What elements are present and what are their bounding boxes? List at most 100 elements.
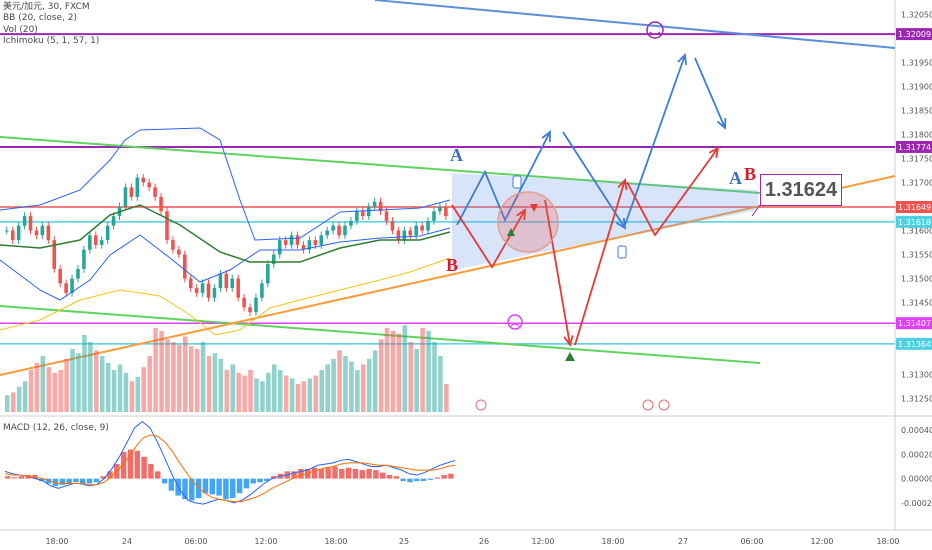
candle-body — [277, 240, 282, 255]
candle-body — [105, 225, 110, 241]
macd-histogram-bar — [45, 478, 52, 484]
time-tick-label: 25 — [399, 537, 409, 546]
volume-bar — [432, 342, 437, 412]
price-tick-label: 1.31800 — [901, 130, 932, 139]
candle-body — [188, 278, 193, 289]
macd-histogram-bar — [32, 474, 38, 479]
macd-histogram-bar — [18, 476, 25, 479]
candle-body — [396, 230, 401, 241]
candle-body — [254, 297, 258, 313]
ichimoku-lagging-line — [0, 257, 451, 336]
volume-bar — [105, 363, 111, 412]
macd-tick-label: 0.00040 — [901, 426, 932, 435]
candle-body — [349, 220, 353, 226]
time-tick-label: 18:00 — [45, 537, 68, 546]
volume-bar — [260, 381, 265, 412]
volume-bar — [58, 370, 63, 412]
candle-body — [58, 268, 62, 284]
time-tick-label: 06:00 — [184, 537, 207, 546]
candle-body — [200, 283, 205, 293]
candle-body — [64, 283, 68, 293]
red-arrow-4-head — [708, 146, 720, 159]
volume-bar — [135, 377, 141, 412]
candle-body — [408, 230, 413, 236]
candle-body — [82, 249, 86, 269]
candle-body — [295, 235, 300, 245]
level-label-box — [896, 140, 932, 153]
volume-bar — [10, 392, 16, 412]
macd-histogram-bar — [339, 468, 345, 479]
candle-body — [111, 216, 116, 226]
hand-pointer-icon — [617, 245, 627, 259]
candle-body — [94, 235, 98, 245]
macd-histogram-bar — [189, 478, 195, 501]
blue-arrow-1-head — [541, 130, 551, 143]
macd-histogram-bar — [264, 478, 270, 482]
volume-bar — [82, 335, 87, 412]
candle-body — [34, 230, 39, 236]
macd-histogram-bar — [59, 478, 65, 485]
volume-bar — [343, 356, 348, 412]
candle-body — [5, 230, 9, 232]
volume-bar — [384, 328, 390, 412]
macd-histogram-bar — [359, 470, 365, 479]
macd-histogram-bar — [400, 478, 406, 482]
bb-lower-line — [0, 227, 451, 301]
candle-body — [40, 225, 45, 236]
candle-body — [129, 187, 134, 197]
candle-body — [236, 278, 240, 298]
level-label-box — [896, 337, 932, 350]
candle-body — [301, 244, 306, 250]
candle-body — [159, 196, 163, 212]
macd-histogram-bar — [168, 478, 175, 491]
volume-bar — [378, 339, 384, 412]
orange-support-line — [0, 175, 896, 376]
volume-bar — [402, 325, 408, 412]
price-tick-label: 1.31850 — [901, 106, 932, 115]
macd-histogram-bar — [134, 450, 140, 479]
candle-body — [224, 273, 229, 289]
candle-body — [76, 268, 80, 279]
candle-body — [123, 187, 128, 207]
macd-histogram-bar — [209, 478, 215, 495]
macd-histogram-bar — [141, 456, 147, 479]
candle-body — [16, 225, 21, 241]
up-marker-icon — [507, 228, 515, 236]
candle-body — [218, 273, 223, 289]
macd-tick-label: -0.00020 — [901, 499, 932, 508]
candle-body — [355, 211, 359, 221]
volume-bar — [5, 395, 10, 412]
macd-histogram-bar — [407, 478, 413, 483]
candle-body — [432, 211, 436, 221]
candle-body — [230, 278, 235, 289]
volume-bar — [283, 375, 289, 412]
candle-body — [260, 283, 264, 298]
candle-body — [426, 220, 430, 231]
macd-histogram-bar — [332, 466, 338, 479]
ichimoku-line — [0, 204, 451, 263]
level-label: 1.31364 — [898, 340, 931, 349]
volume-bar — [361, 364, 366, 412]
candle-body — [266, 264, 270, 284]
macd-histogram-bar — [236, 478, 243, 494]
time-tick-label: 12:00 — [531, 537, 554, 546]
candle-body — [366, 206, 371, 217]
volume-bar — [194, 349, 200, 412]
volume-bar — [111, 370, 117, 412]
volume-bar — [289, 378, 295, 412]
green-channel-bottom — [0, 305, 761, 364]
macd-histogram-bar — [11, 477, 18, 479]
legend-vol: Vol (20) — [3, 25, 38, 35]
volume-bar — [254, 378, 259, 412]
bb-upper-line — [0, 127, 451, 241]
volume-bar — [444, 384, 449, 412]
red-arrow-3 — [574, 179, 626, 346]
time-tick-label: 26 — [479, 537, 489, 546]
macd-histogram-bar — [427, 478, 434, 480]
macd-histogram-bar — [216, 478, 222, 496]
time-tick-label: 12:00 — [810, 537, 833, 546]
volume-bar — [355, 370, 360, 412]
red-arrow-2 — [544, 199, 571, 346]
candle-body — [248, 307, 252, 313]
